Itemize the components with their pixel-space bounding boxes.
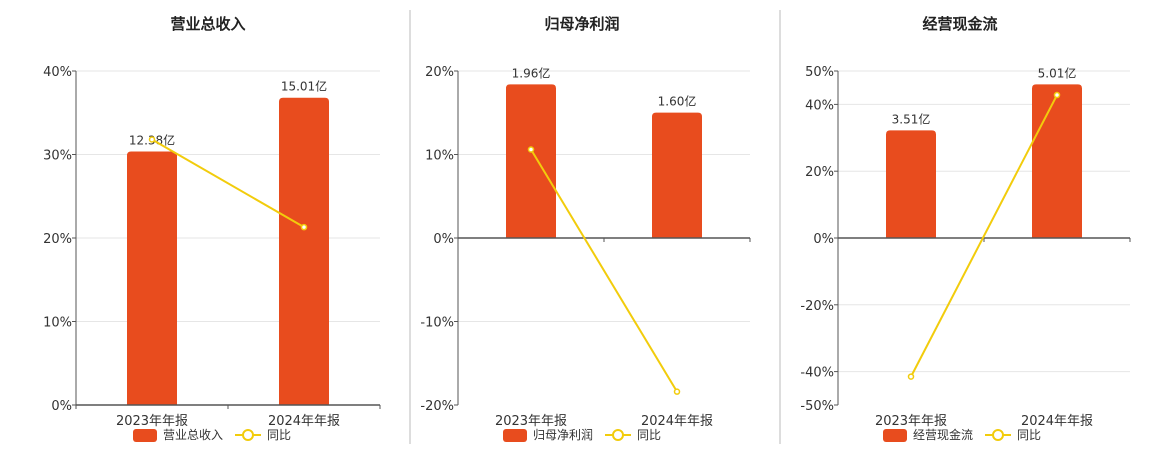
yoy-point xyxy=(907,373,915,380)
bar-value-label: 15.01亿 xyxy=(281,79,327,94)
yoy-point xyxy=(300,223,308,231)
x-tick-label: 2024年年报 xyxy=(1021,414,1093,429)
y-tick-label: 40% xyxy=(805,98,834,113)
bar xyxy=(506,84,556,238)
y-tick-label: 0% xyxy=(51,399,72,414)
y-tick-label: 20% xyxy=(43,232,72,247)
y-tick-label: 30% xyxy=(43,149,72,164)
chart-title: 归母净利润 xyxy=(544,15,619,33)
y-tick-label: 0% xyxy=(433,232,454,247)
bar xyxy=(652,112,702,238)
bar-value-label: 1.60亿 xyxy=(658,94,697,109)
yoy-point xyxy=(527,146,535,153)
y-tick-label: -20% xyxy=(420,399,454,414)
y-tick-label: 50% xyxy=(805,65,834,80)
bar xyxy=(1032,84,1082,238)
y-tick-label: 0% xyxy=(813,232,834,247)
legend-swatch-marker xyxy=(612,429,624,441)
y-tick-label: 20% xyxy=(805,165,834,180)
x-tick-label: 2023年年报 xyxy=(875,414,947,429)
yoy-line xyxy=(530,148,678,393)
bar-value-label: 3.51亿 xyxy=(892,111,931,126)
chart-panel-2: 归母净利润 -20% -10% 0% 10% 20% 1.96亿 1.60亿 2023年年报 20… xyxy=(420,15,751,442)
bar xyxy=(886,130,936,238)
y-tick-label: -10% xyxy=(420,316,454,331)
x-tick-label: 2024年年报 xyxy=(641,414,713,429)
y-tick-label: 10% xyxy=(425,149,454,164)
legend-label-bar: 营业总收入 xyxy=(163,428,223,442)
yoy-line xyxy=(151,138,305,229)
legend-label-line: 同比 xyxy=(267,428,291,442)
legend: 归母净利润 同比 xyxy=(503,428,661,442)
y-tick-label: 20% xyxy=(425,65,454,80)
yoy-point xyxy=(1053,91,1061,99)
yoy-point xyxy=(673,388,681,395)
legend-label-line: 同比 xyxy=(1017,428,1041,442)
legend: 经营现金流 同比 xyxy=(883,427,1041,442)
legend-swatch-bar xyxy=(503,429,527,442)
legend-swatch-marker xyxy=(992,429,1004,441)
y-tick-label: 10% xyxy=(43,316,72,331)
legend-swatch-bar xyxy=(883,429,907,442)
x-tick-label: 2024年年报 xyxy=(268,414,340,429)
chart-panel-3: 经营现金流 -50% -40% -20% 0% 20% 40% 50% 3.51亿 5.01亿 20… xyxy=(800,15,1131,442)
y-tick-label: 40% xyxy=(43,65,72,80)
bar xyxy=(127,151,177,405)
x-tick-label: 2023年年报 xyxy=(495,414,567,429)
chart-title: 经营现金流 xyxy=(922,15,997,33)
legend-label-bar: 经营现金流 xyxy=(913,427,973,442)
bar xyxy=(279,97,329,405)
y-tick-label: -20% xyxy=(800,299,834,314)
x-tick-label: 2023年年报 xyxy=(116,414,188,429)
legend-swatch-marker xyxy=(242,429,254,441)
bar-value-label: 1.96亿 xyxy=(512,65,551,80)
chart-title: 营业总收入 xyxy=(170,15,245,33)
legend-label-line: 同比 xyxy=(637,428,661,442)
legend-label-bar: 归母净利润 xyxy=(533,428,593,442)
legend-swatch-bar xyxy=(133,429,157,442)
yoy-point xyxy=(148,136,156,143)
y-tick-label: -50% xyxy=(800,399,834,414)
yoy-line xyxy=(910,94,1058,378)
y-tick-label: -40% xyxy=(800,366,834,381)
legend: 营业总收入 同比 xyxy=(133,428,291,442)
bar-value-label: 5.01亿 xyxy=(1038,65,1077,80)
chart-panel-1: 营业总收入0%10%20%30%40%12.38亿15.01亿2023年年报20… xyxy=(43,15,381,442)
